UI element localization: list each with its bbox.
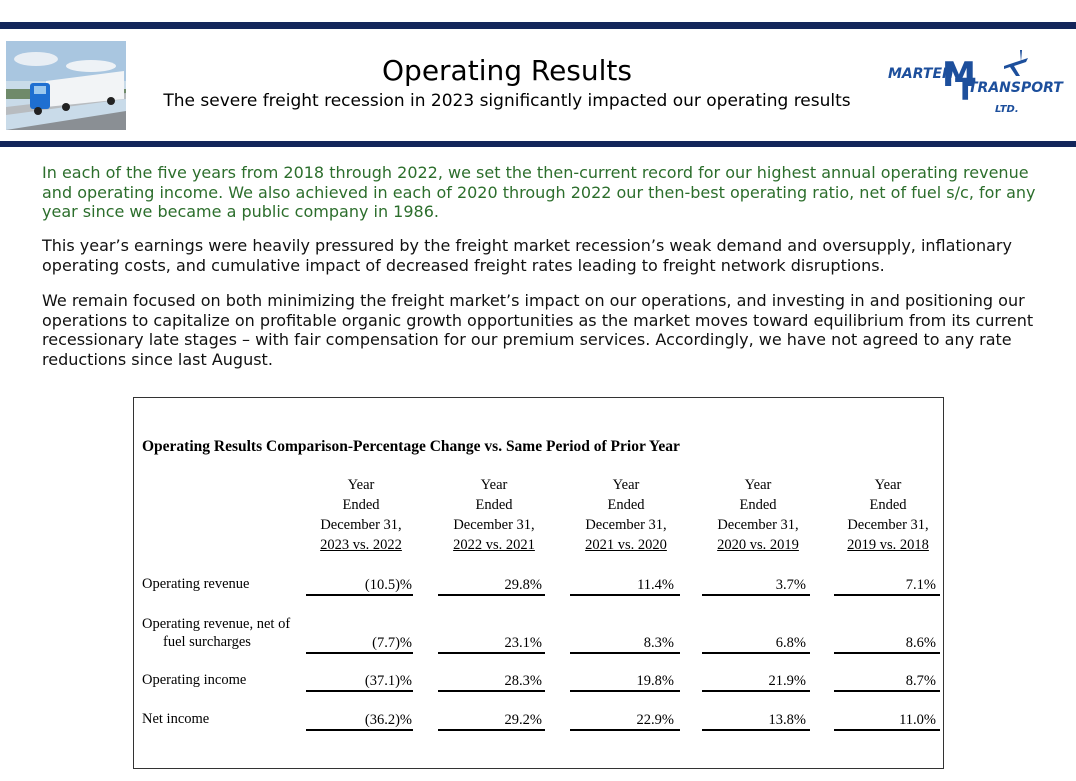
bottom-bar [0,141,1076,147]
cell-underline [702,690,810,692]
table-box [133,397,944,769]
cell-value: 28.3% [504,673,542,689]
cell-value: 8.6% [905,635,936,651]
title: Operating Results [382,54,632,87]
cell-value: 11.4% [637,577,674,593]
cell-underline [702,729,810,731]
cell-underline [438,652,545,654]
cell-underline [702,594,810,596]
cell-value: (36.2)% [364,712,412,728]
row-label: Operating revenue [142,576,250,592]
cell-underline [834,690,940,692]
column-header: Year [480,477,508,493]
logo-plane [1004,50,1028,76]
cell-underline [834,729,940,731]
cell-value: 11.0% [899,712,936,728]
cell-value: 8.7% [905,673,936,689]
cell-underline [438,594,545,596]
cell-underline [306,594,413,596]
cell-value: 29.8% [504,577,542,593]
cell-underline [570,690,680,692]
paragraph: We remain focused on both minimizing the… [42,291,1034,369]
column-header: December 31, [453,517,535,533]
truck-photo [6,41,126,130]
cell-value: 29.2% [504,712,542,728]
column-header: Ended [342,497,380,513]
column-header: Ended [475,497,513,513]
logo-initial: T [955,73,976,108]
column-header: Year [612,477,640,493]
column-header: Year [347,477,375,493]
paragraph: In each of the five years from 2018 thro… [42,163,1036,221]
row-label: Operating revenue, net of [142,616,291,632]
column-header: Ended [607,497,645,513]
column-header: December 31, [717,517,799,533]
column-header: December 31, [585,517,667,533]
column-header: Ended [739,497,777,513]
cell-underline [570,652,680,654]
cell-underline [438,729,545,731]
cell-value: 19.8% [636,673,674,689]
cell-underline [570,594,680,596]
column-header: Year [874,477,902,493]
column-header: December 31, [847,517,929,533]
table-title: Operating Results Comparison-Percentage … [142,438,680,455]
column-header: 2022 vs. 2021 [453,537,535,553]
cell-underline [834,594,940,596]
column-header: Year [744,477,772,493]
cell-value: 6.8% [775,635,806,651]
cell-underline [570,729,680,731]
row-label: Operating income [142,672,247,688]
cell-underline [834,652,940,654]
cell-value: 3.7% [775,577,806,593]
paragraph: This year’s earnings were heavily pressu… [42,236,1012,275]
cell-value: (10.5)% [364,577,412,593]
logo-word: TRANSPORT [968,80,1063,96]
cell-underline [306,729,413,731]
cell-value: 22.9% [636,712,674,728]
cell-underline [306,690,413,692]
cell-value: (37.1)% [364,673,412,689]
cell-value: 8.3% [643,635,674,651]
logo-initial: M [942,55,976,95]
top-bar [0,22,1076,29]
column-header: December 31, [320,517,402,533]
cell-underline [438,690,545,692]
column-header: 2021 vs. 2020 [585,537,667,553]
column-header: 2020 vs. 2019 [717,537,799,553]
cell-value: 23.1% [504,635,542,651]
logo-suffix: LTD. [995,104,1019,115]
column-header: 2023 vs. 2022 [320,537,402,553]
cell-value: 21.9% [768,673,806,689]
column-header: 2019 vs. 2018 [847,537,929,553]
subtitle: The severe freight recession in 2023 sig… [163,91,851,111]
cell-underline [306,652,413,654]
cell-value: 13.8% [768,712,806,728]
row-label: Net income [142,711,210,727]
cell-value: (7.7)% [372,635,412,651]
logo-name: MARTEN [888,66,954,82]
row-label: fuel surcharges [163,634,251,650]
cell-value: 7.1% [905,577,936,593]
column-header: Ended [869,497,907,513]
cell-underline [702,652,810,654]
